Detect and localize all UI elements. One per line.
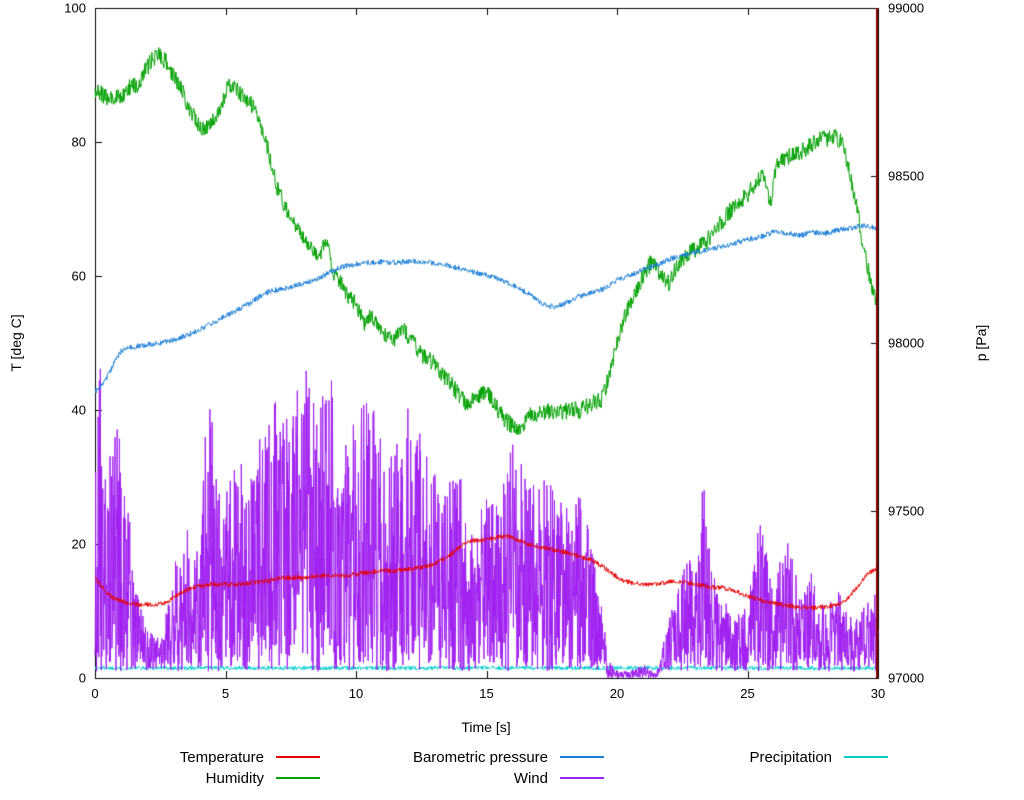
tick-label: 5 (221, 686, 230, 701)
legend-label-humidity: Humidity (205, 769, 264, 787)
legend-label-precipitation: Precipitation (749, 748, 832, 766)
legend-line-wind (560, 777, 604, 779)
y-left-axis-label: T [deg C] (8, 314, 24, 372)
tick-label: 60 (71, 268, 86, 284)
tick-label: 99000 (888, 0, 925, 16)
legend-entry-humidity: Humidity (36, 768, 320, 788)
tick-label: 15 (479, 686, 494, 701)
tick-label: 10 (348, 686, 364, 701)
tick-label: 25 (740, 686, 755, 701)
legend-line-temperature (276, 756, 320, 758)
tick-label: 20 (609, 686, 625, 701)
tick-label: 100 (64, 0, 86, 16)
tick-label: 80 (71, 134, 86, 150)
tick-label: 98500 (888, 168, 925, 183)
tick-label: 0 (78, 670, 86, 686)
legend-entry-wind: Wind (320, 768, 604, 788)
legend-line-precipitation (844, 756, 888, 758)
tick-label: 97000 (888, 670, 925, 686)
legend-entry-barometric-pressure: Barometric pressure (320, 747, 604, 767)
legend-label-barometric-pressure: Barometric pressure (412, 748, 548, 766)
tick-label: 30 (870, 686, 886, 701)
tick-label: 98000 (888, 335, 925, 351)
tick-label: 40 (71, 402, 86, 418)
y-right-axis-label: p [Pa] (973, 324, 989, 362)
tick-label: 97500 (888, 503, 925, 518)
legend-entry-temperature: Temperature (36, 747, 320, 767)
legend-label-temperature: Temperature (179, 748, 264, 766)
tick-label: 0 (91, 686, 99, 701)
legend-label-wind: Wind (513, 769, 548, 787)
legend: Temperature Barometric pressure Precipitat… (36, 747, 888, 788)
legend-line-humidity (276, 777, 320, 779)
x-axis-label: Time [s] (461, 719, 511, 735)
legend-line-barometric-pressure (560, 756, 604, 758)
legend-entry-precipitation: Precipitation (604, 747, 888, 767)
tick-label: 20 (71, 536, 86, 552)
